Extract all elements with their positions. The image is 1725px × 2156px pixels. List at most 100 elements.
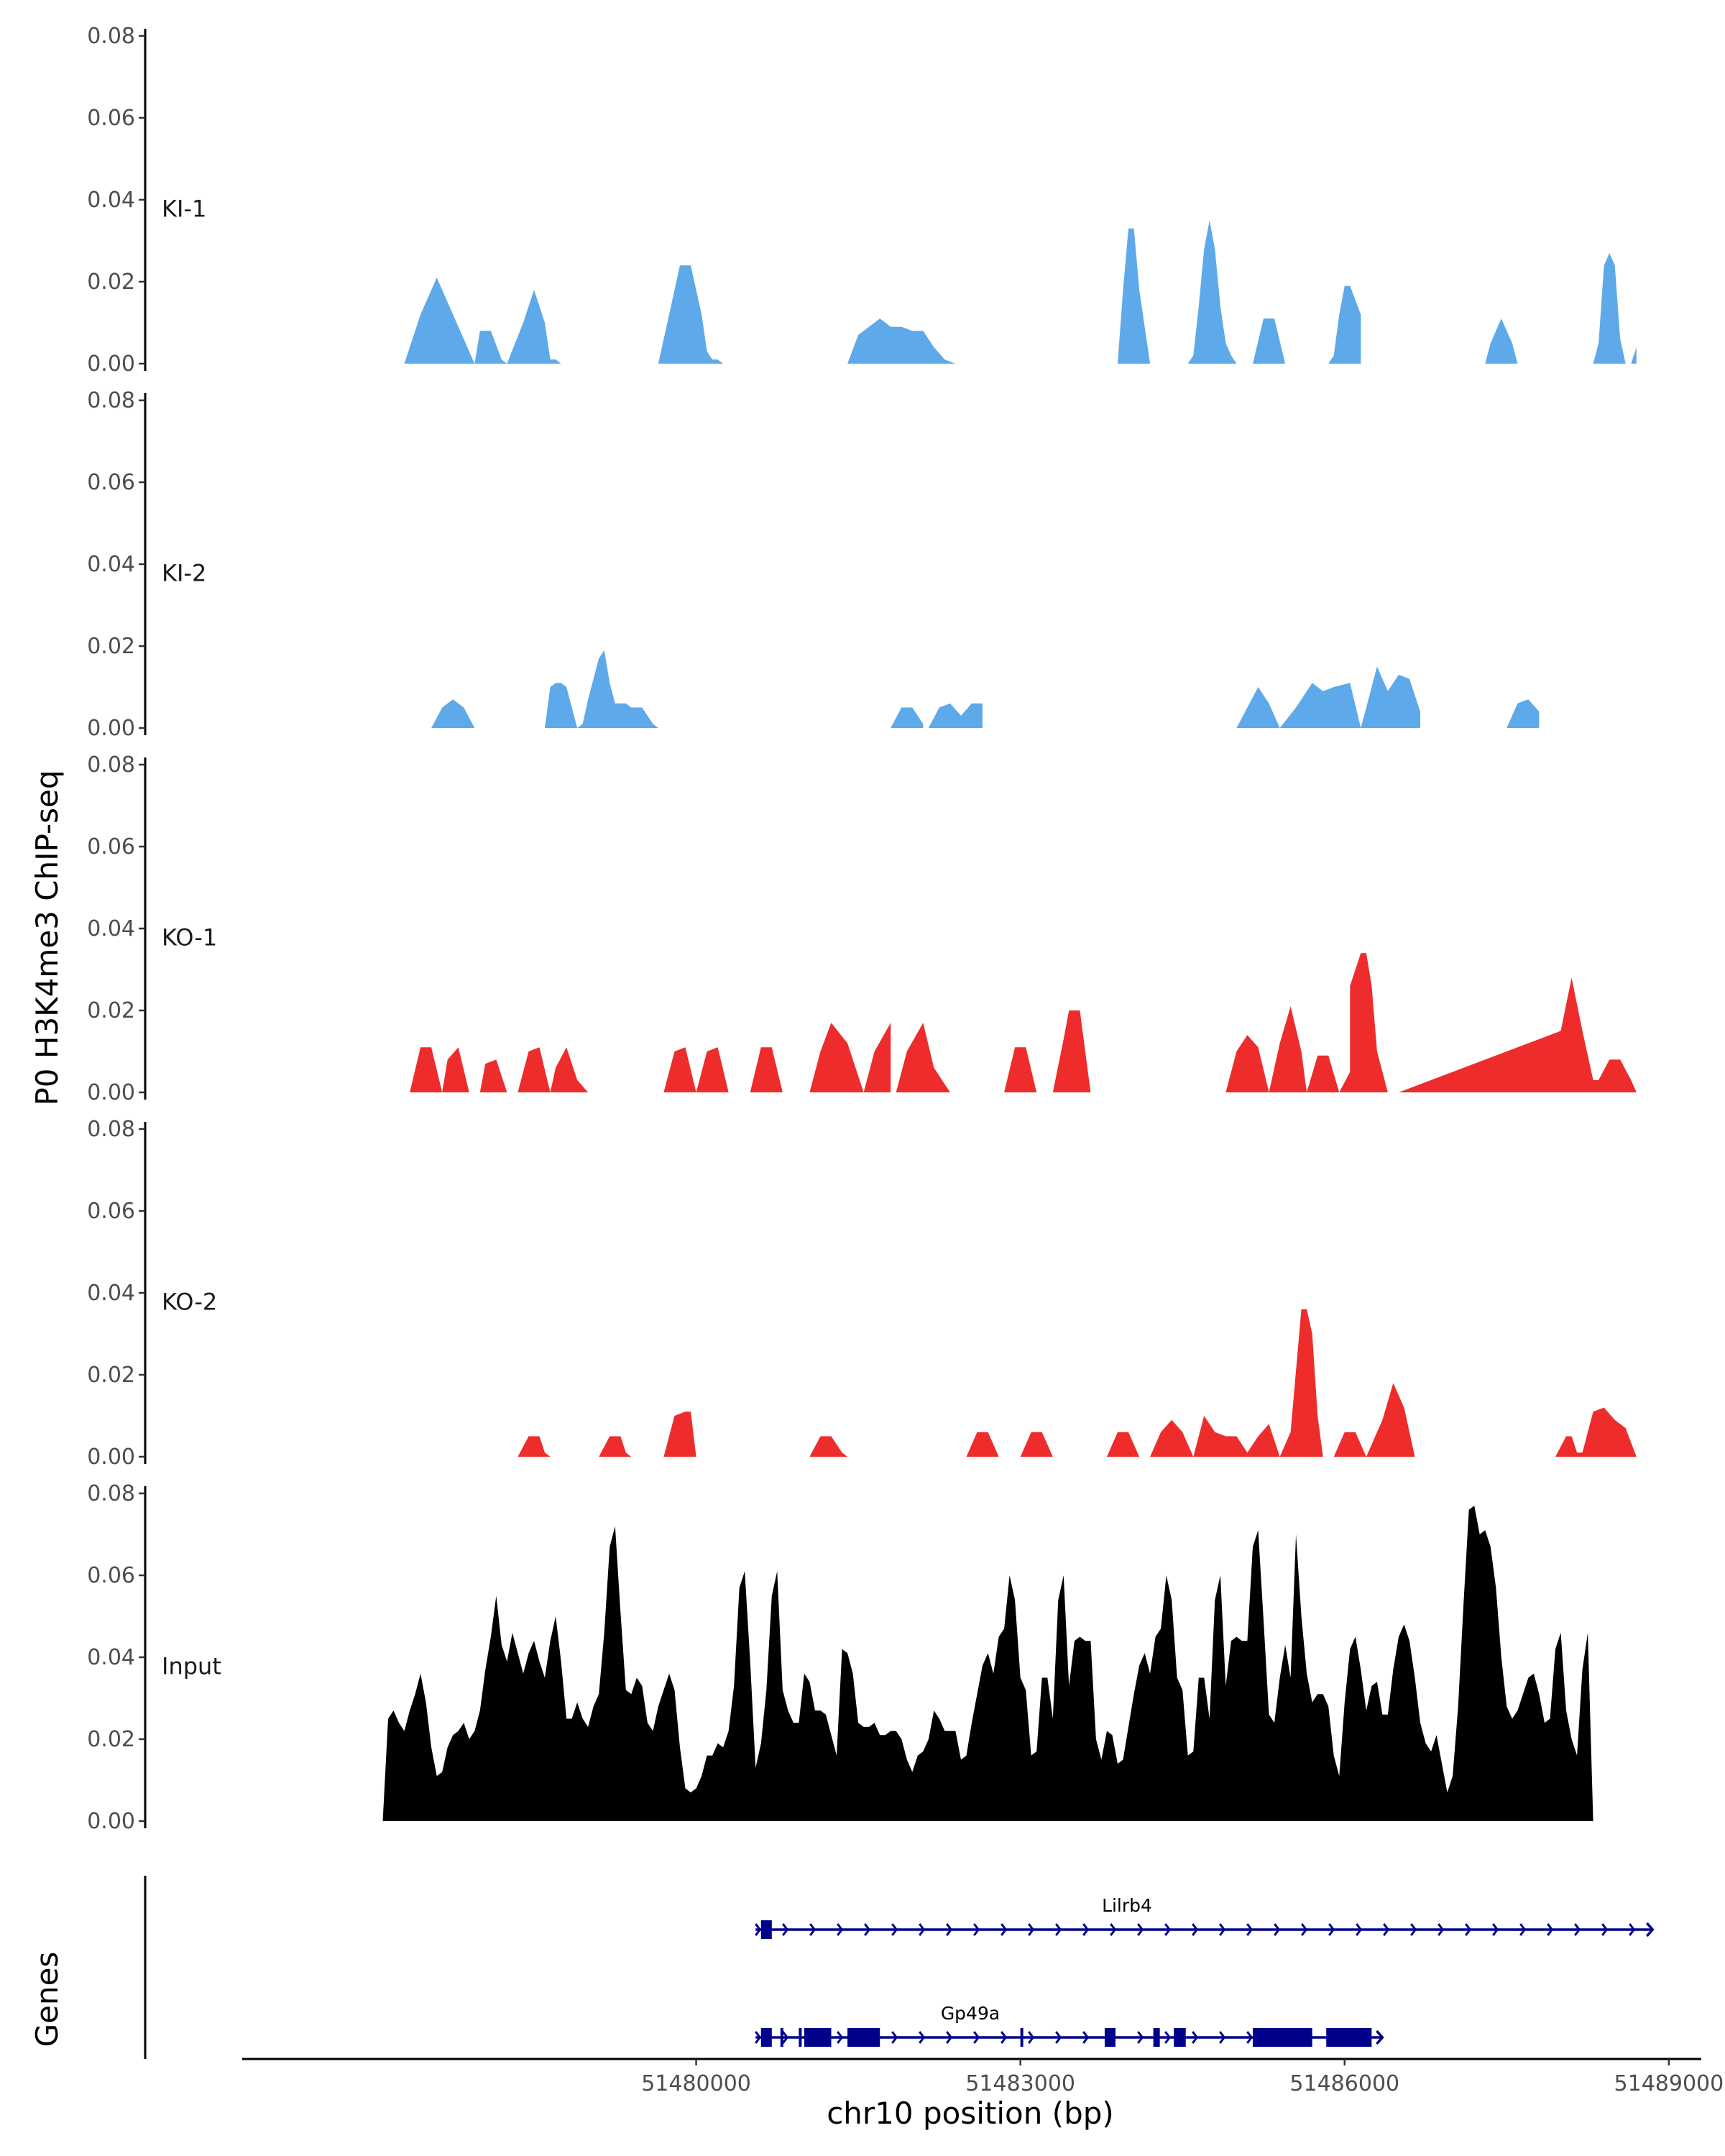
x-tick-label: 51489000 <box>1614 2071 1724 2096</box>
strand-arrow <box>1028 1923 1035 1936</box>
track-label: KO-2 <box>162 1288 217 1315</box>
y-tick-label: 0.06 <box>87 470 135 495</box>
strand-arrow <box>864 1923 871 1936</box>
strand-arrow <box>1055 1923 1062 1936</box>
strand-arrow <box>1274 1923 1281 1936</box>
strand-arrow <box>973 1923 980 1936</box>
strand-arrow <box>891 1923 898 1936</box>
exon <box>847 2028 880 2047</box>
exon <box>760 2028 772 2047</box>
strand-arrow <box>1519 1923 1527 1936</box>
strand-arrow <box>755 2031 762 2044</box>
y-tick-label: 0.06 <box>87 1199 135 1224</box>
strand-arrow <box>1137 1923 1144 1936</box>
y-tick-label: 0.02 <box>87 1363 135 1388</box>
exon <box>799 2028 802 2047</box>
exon <box>1020 2028 1024 2047</box>
strand-arrow <box>973 2031 980 2044</box>
strand-arrow <box>782 2031 789 2044</box>
strand-arrow <box>1574 1923 1581 1936</box>
track-ko-2: 0.00 0.02 0.04 0.06 0.08 KO-2 <box>87 1117 1637 1470</box>
track-label: Input <box>162 1652 221 1680</box>
strand-arrow <box>919 1923 926 1936</box>
strand-arrow <box>809 1923 816 1936</box>
x-tick-label: 51483000 <box>965 2071 1075 2096</box>
exon <box>1153 2028 1160 2047</box>
strand-arrow <box>1028 2031 1035 2044</box>
strand-arrow <box>837 1923 844 1936</box>
y-tick-label: 0.00 <box>87 351 135 377</box>
genes-axis-title: Genes <box>29 1952 65 2047</box>
tracks-layer: 0.00 0.02 0.04 0.06 0.08 KI-1 0.00 0.02 0.04 0.06… <box>87 24 1637 1834</box>
strand-arrow <box>1192 1923 1199 1936</box>
strand-arrow <box>1164 2031 1172 2044</box>
strand-arrow <box>1110 1923 1117 1936</box>
exon <box>1326 2028 1372 2047</box>
track-label: KO-1 <box>162 923 217 951</box>
strand-arrow <box>946 1923 953 1936</box>
genes-layer: Lilrb4 Gp49a <box>144 1876 1655 2059</box>
strand-arrow <box>1246 2031 1254 2044</box>
strand-arrow <box>1192 2031 1199 2044</box>
strand-arrow <box>755 1923 762 1936</box>
strand-arrow <box>1376 2030 1384 2045</box>
track-input: 0.00 0.02 0.04 0.06 0.08 Input <box>87 1481 1593 1834</box>
y-tick-label: 0.00 <box>87 1809 135 1834</box>
strand-arrow <box>1646 1922 1655 1938</box>
strand-arrow <box>1000 2031 1008 2044</box>
exon <box>1104 2028 1116 2047</box>
strand-arrow <box>1219 2031 1226 2044</box>
strand-arrow <box>1547 1923 1554 1936</box>
y-tick-label: 0.06 <box>87 106 135 131</box>
strand-arrow <box>891 2031 898 2044</box>
track-label: KI-2 <box>162 559 206 586</box>
gene-lilrb4: Lilrb4 <box>755 1895 1655 1939</box>
gene-gp49a: Gp49a <box>755 2003 1384 2047</box>
exon <box>1252 2028 1312 2047</box>
strand-arrow <box>1356 1923 1363 1936</box>
y-tick-label: 0.08 <box>87 24 135 49</box>
strand-arrow <box>1219 1923 1226 1936</box>
strand-arrow <box>946 2031 953 2044</box>
y-tick-label: 0.00 <box>87 1445 135 1470</box>
x-axis-title: chr10 position (bp) <box>827 2096 1114 2131</box>
x-tick-label: 51486000 <box>1289 2071 1399 2096</box>
track-area-ko-2 <box>518 1309 1637 1457</box>
track-area-input <box>382 1506 1593 1821</box>
strand-arrow <box>1383 1923 1390 1936</box>
y-tick-label: 0.02 <box>87 1727 135 1752</box>
y-tick-label: 0.02 <box>87 634 135 659</box>
y-tick-label: 0.02 <box>87 270 135 295</box>
strand-arrow <box>1438 1923 1445 1936</box>
strand-arrow <box>1137 2031 1144 2044</box>
strand-arrow <box>1000 1923 1008 1936</box>
y-tick-label: 0.08 <box>87 1481 135 1506</box>
strand-arrow <box>1328 1923 1335 1936</box>
strand-arrow <box>837 2031 844 2044</box>
y-tick-label: 0.04 <box>87 188 135 213</box>
strand-arrow <box>1465 1923 1472 1936</box>
strand-arrow <box>782 1923 789 1936</box>
track-ko-1: 0.00 0.02 0.04 0.06 0.08 KO-1 <box>87 752 1637 1105</box>
track-ki-2: 0.00 0.02 0.04 0.06 0.08 KI-2 <box>87 388 1540 741</box>
y-tick-label: 0.00 <box>87 716 135 741</box>
y-tick-label: 0.04 <box>87 916 135 941</box>
y-tick-label: 0.08 <box>87 388 135 413</box>
exon <box>804 2028 832 2047</box>
track-area-ko-1 <box>410 953 1637 1092</box>
strand-arrow <box>1601 1923 1609 1936</box>
y-axis-title: P0 H3K4me3 ChIP-seq <box>29 770 65 1105</box>
track-area-ki-2 <box>431 650 1540 728</box>
strand-arrow <box>1082 1923 1090 1936</box>
strand-arrow <box>1629 1923 1636 1936</box>
strand-arrow <box>1246 1923 1254 1936</box>
strand-arrow <box>1164 1923 1172 1936</box>
y-tick-label: 0.04 <box>87 1645 135 1670</box>
gene-label: Lilrb4 <box>1102 1895 1152 1916</box>
y-tick-label: 0.02 <box>87 998 135 1023</box>
track-label: KI-1 <box>162 195 206 222</box>
exon <box>780 2028 783 2047</box>
strand-arrow <box>1055 2031 1062 2044</box>
strand-arrow <box>1082 2031 1090 2044</box>
